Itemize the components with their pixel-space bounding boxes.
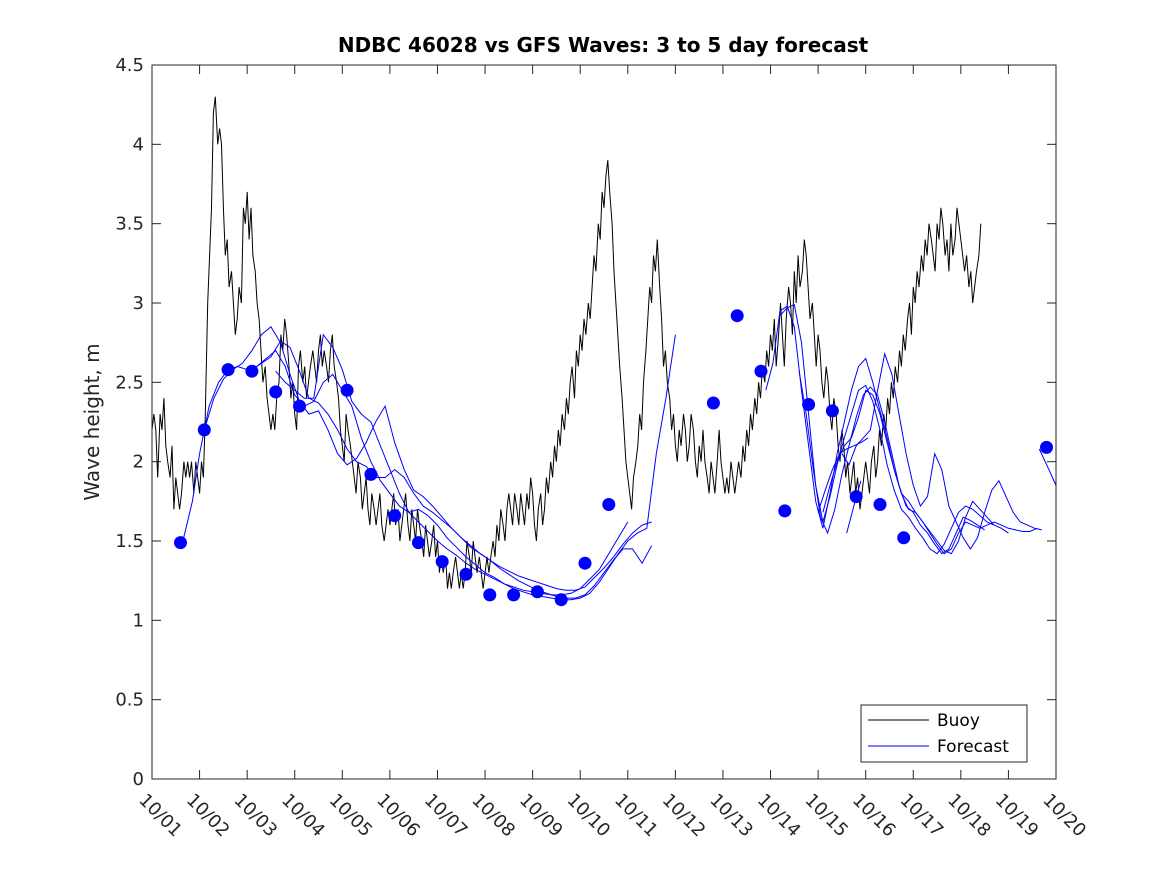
forecast-marker <box>269 385 283 399</box>
forecast-marker <box>459 567 473 581</box>
forecast-marker <box>778 504 792 518</box>
forecast-marker <box>364 467 378 481</box>
forecast-series-line <box>846 480 862 534</box>
forecast-marker <box>802 398 816 411</box>
forecast-series-line <box>779 303 1009 555</box>
chart-title: NDBC 46028 vs GFS Waves: 3 to 5 day fore… <box>338 33 869 57</box>
forecast-marker <box>507 588 521 602</box>
y-axis-label: Wave height, m <box>80 343 104 500</box>
forecast-marker <box>483 588 497 602</box>
forecast-marker <box>245 364 259 378</box>
y-tick-label: 1 <box>133 610 144 631</box>
forecast-marker <box>897 531 911 545</box>
y-tick-label: 0.5 <box>115 690 144 711</box>
forecast-marker <box>1040 440 1053 454</box>
forecast-marker <box>706 396 720 410</box>
legend: Buoy Forecast <box>860 704 1028 763</box>
forecast-marker <box>554 593 568 607</box>
forecast-marker <box>825 404 839 418</box>
forecast-marker <box>340 383 354 397</box>
forecast-marker <box>197 423 211 437</box>
forecast-marker <box>221 363 235 377</box>
y-tick-label: 0 <box>133 769 144 790</box>
forecast-series-line <box>251 340 653 599</box>
forecast-marker <box>388 509 402 523</box>
legend-box <box>860 704 1028 763</box>
y-tick-label: 2 <box>133 452 144 473</box>
forecast-marker <box>849 490 863 504</box>
forecast-series-line <box>798 371 985 555</box>
legend-forecast-label: Forecast <box>937 737 1009 757</box>
y-tick-label: 4 <box>133 134 144 155</box>
forecast-marker <box>754 364 768 378</box>
y-tick-label: 3.5 <box>115 214 144 235</box>
buoy-series-line <box>151 96 982 589</box>
forecast-marker <box>411 536 425 550</box>
forecast-marker <box>730 309 744 323</box>
y-tick-label: 2.5 <box>115 372 144 393</box>
legend-buoy-label: Buoy <box>937 711 980 731</box>
forecast-marker <box>578 556 592 570</box>
forecast-marker <box>174 536 187 550</box>
forecast-series-line <box>275 333 676 601</box>
plot-area <box>152 65 1056 779</box>
forecast-marker <box>602 498 616 511</box>
forecast-series-line <box>822 389 995 555</box>
y-tick-label: 3 <box>133 293 144 314</box>
y-tick-label: 4.5 <box>115 55 144 76</box>
forecast-series-line <box>1038 448 1057 486</box>
forecast-series-line <box>203 326 652 591</box>
forecast-marker <box>435 555 449 569</box>
forecast-series-line <box>817 437 869 513</box>
forecast-marker <box>293 399 306 413</box>
forecast-marker <box>530 585 544 599</box>
y-tick-label: 1.5 <box>115 531 144 552</box>
forecast-marker <box>873 498 887 511</box>
forecast-series-line <box>841 351 1042 550</box>
plot-frame <box>151 64 1057 780</box>
